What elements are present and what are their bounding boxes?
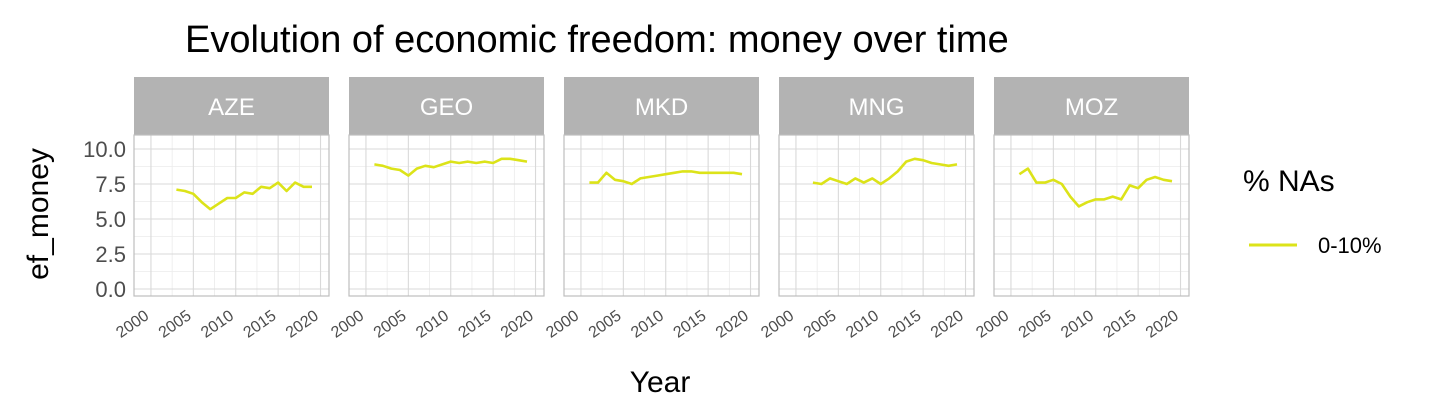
x-axis-title: Year <box>630 366 691 399</box>
facet-aze: AZE 2000 2005 2010 2015 2020 <box>113 77 329 342</box>
facet-moz: MOZ 2000 2005 2010 2015 2020 <box>973 77 1189 342</box>
x-tick-label: 2020 <box>713 307 752 341</box>
y-tick-label: 0.0 <box>95 277 126 302</box>
x-tick-label: 2005 <box>801 307 840 341</box>
y-tick-label: 10.0 <box>83 137 126 162</box>
x-tick-label: 2000 <box>113 307 152 341</box>
x-tick-label: 2015 <box>456 307 495 341</box>
chart-title: Evolution of economic freedom: money ove… <box>185 19 1009 61</box>
x-tick-label: 2010 <box>1058 307 1097 341</box>
facet-strip-label: MNG <box>849 94 905 121</box>
facet-strip-label: MKD <box>635 94 688 121</box>
x-tick-label: 2000 <box>543 307 582 341</box>
x-tick-label: 2000 <box>328 307 367 341</box>
x-tick-label: 2020 <box>283 307 322 341</box>
x-tick-label: 2000 <box>973 307 1012 341</box>
y-axis-title: ef_money <box>22 148 55 280</box>
legend-title: % NAs <box>1243 165 1335 198</box>
x-tick-label: 2010 <box>198 307 237 341</box>
x-tick-label: 2020 <box>928 307 967 341</box>
x-tick-label: 2015 <box>886 307 925 341</box>
facet-strip-label: MOZ <box>1065 94 1118 121</box>
x-tick-label: 2015 <box>241 307 280 341</box>
legend: % NAs 0-10% <box>1243 165 1382 258</box>
x-tick-label: 2005 <box>371 307 410 341</box>
y-tick-label: 2.5 <box>95 242 126 267</box>
y-tick-label: 7.5 <box>95 172 126 197</box>
facet-strip-label: GEO <box>420 94 473 121</box>
facet-mkd: MKD 2000 2005 2010 2015 2020 <box>543 77 759 342</box>
x-tick-label: 2010 <box>413 307 452 341</box>
x-tick-label: 2010 <box>628 307 667 341</box>
series-line-mng <box>813 159 957 184</box>
x-tick-label: 2015 <box>671 307 710 341</box>
x-tick-label: 2005 <box>156 307 195 341</box>
facet-geo: GEO 2000 2005 2010 2015 2020 <box>328 77 544 342</box>
y-tick-label: 5.0 <box>95 207 126 232</box>
x-tick-label: 2005 <box>586 307 625 341</box>
x-tick-label: 2005 <box>1016 307 1055 341</box>
x-tick-label: 2015 <box>1101 307 1140 341</box>
legend-label: 0-10% <box>1318 233 1382 258</box>
facet-mng: MNG 2000 2005 2010 2015 2020 <box>758 77 974 342</box>
x-tick-label: 2020 <box>1143 307 1182 341</box>
x-tick-label: 2000 <box>758 307 797 341</box>
series-line-aze <box>176 183 312 210</box>
facet-strip-label: AZE <box>208 94 255 121</box>
x-tick-label: 2020 <box>498 307 537 341</box>
x-tick-label: 2010 <box>843 307 882 341</box>
